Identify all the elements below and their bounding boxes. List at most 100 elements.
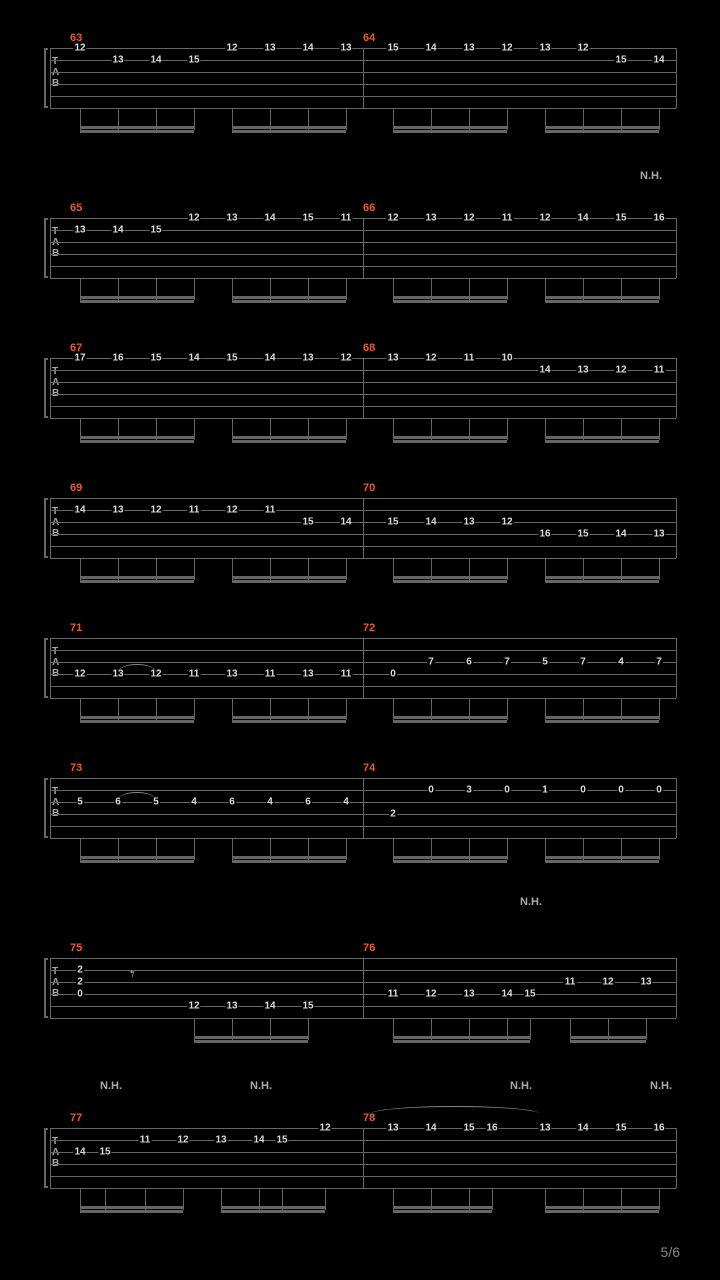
note-stem — [659, 1188, 660, 1210]
measure-number: 70 — [363, 482, 375, 494]
measure-number: 76 — [363, 942, 375, 954]
note-stem — [659, 838, 660, 860]
staff-bracket — [44, 218, 48, 278]
note-stem — [346, 838, 347, 860]
beam — [80, 130, 194, 133]
fret-number: 15 — [187, 55, 200, 66]
note-stem — [659, 698, 660, 720]
beam — [393, 1036, 530, 1039]
fret-number: 12 — [462, 213, 475, 224]
fret-number: 11 — [264, 505, 277, 516]
fret-number: 7 — [503, 657, 511, 668]
fret-number: 12 — [339, 353, 352, 364]
note-stem — [325, 1188, 326, 1210]
note-stem — [346, 558, 347, 580]
fret-number: 13 — [639, 977, 652, 988]
barline — [676, 358, 677, 418]
tab-staff: TAB636412131415121314131514131213121514 — [50, 48, 676, 108]
barline — [50, 1128, 51, 1188]
fret-number: 12 — [424, 353, 437, 364]
fret-number: 13 — [652, 529, 665, 540]
beam — [232, 856, 346, 859]
beam — [80, 580, 194, 583]
fret-number: 15 — [275, 1135, 288, 1146]
beam — [545, 1210, 659, 1213]
beam — [80, 856, 194, 859]
rest: 𝄾 — [130, 964, 135, 985]
fret-number: 12 — [386, 213, 399, 224]
beam — [232, 130, 346, 133]
fret-number: 12 — [424, 989, 437, 1000]
beam — [232, 300, 346, 303]
note-stem — [194, 108, 195, 130]
note-stem — [659, 418, 660, 440]
fret-number: 14 — [149, 55, 162, 66]
barline — [363, 958, 364, 1018]
fret-number: 12 — [500, 517, 513, 528]
measure-number: 73 — [70, 762, 82, 774]
barline — [50, 958, 51, 1018]
note-stem — [194, 418, 195, 440]
tab-staff: TAB6566N.H.13141512131415111213121112141… — [50, 218, 676, 278]
fret-number: 12 — [225, 43, 238, 54]
beam — [570, 1036, 646, 1039]
beam — [232, 436, 346, 439]
fret-number: 4 — [190, 797, 198, 808]
beam — [232, 440, 346, 443]
beam — [393, 436, 507, 439]
measure-number: 69 — [70, 482, 82, 494]
fret-number: 6 — [304, 797, 312, 808]
beam — [545, 126, 659, 129]
fret-number: 13 — [424, 213, 437, 224]
beam — [80, 1206, 183, 1209]
fret-number: 15 — [301, 517, 314, 528]
fret-number: 11 — [139, 1135, 152, 1146]
fret-number: 11 — [188, 505, 201, 516]
fret-number: 0 — [579, 785, 587, 796]
barline — [50, 48, 51, 108]
fret-number: 13 — [301, 669, 314, 680]
measure-number: 68 — [363, 342, 375, 354]
fret-number: 6 — [465, 657, 473, 668]
barline — [50, 218, 51, 278]
note-stem — [492, 1188, 493, 1210]
fret-number: 11 — [463, 353, 476, 364]
fret-number: 5 — [541, 657, 549, 668]
fret-number: 14 — [73, 1147, 86, 1158]
fret-number: 0 — [427, 785, 435, 796]
fret-number: 14 — [424, 43, 437, 54]
fret-number: 13 — [386, 353, 399, 364]
fret-number: 16 — [111, 353, 124, 364]
barline — [363, 218, 364, 278]
note-stem — [530, 1018, 531, 1040]
fret-number: 16 — [485, 1123, 498, 1134]
fret-number: 12 — [318, 1123, 331, 1134]
notation-annotation: N.H. — [510, 1080, 532, 1092]
fret-number: 15 — [614, 1123, 627, 1134]
tab-staff: TAB676817161514151413121312111014131211 — [50, 358, 676, 418]
fret-number: 14 — [538, 365, 551, 376]
beam — [393, 860, 507, 863]
beam — [80, 296, 194, 299]
slur — [118, 664, 156, 672]
barline — [50, 638, 51, 698]
fret-number: 14 — [73, 505, 86, 516]
staff-bracket — [44, 498, 48, 558]
fret-number: 14 — [652, 55, 665, 66]
fret-number: 12 — [73, 669, 86, 680]
fret-number: 15 — [462, 1123, 475, 1134]
fret-number: 12 — [601, 977, 614, 988]
barline — [676, 48, 677, 108]
beam — [80, 576, 194, 579]
fret-number: 3 — [465, 785, 473, 796]
fret-number: 13 — [386, 1123, 399, 1134]
fret-number: 13 — [538, 1123, 551, 1134]
fret-number: 17 — [73, 353, 86, 364]
page-number: 5/6 — [661, 1244, 680, 1260]
barline — [50, 358, 51, 418]
fret-number: 15 — [614, 213, 627, 224]
barline — [676, 778, 677, 838]
beam — [232, 576, 346, 579]
beam — [80, 126, 194, 129]
beam — [80, 716, 194, 719]
